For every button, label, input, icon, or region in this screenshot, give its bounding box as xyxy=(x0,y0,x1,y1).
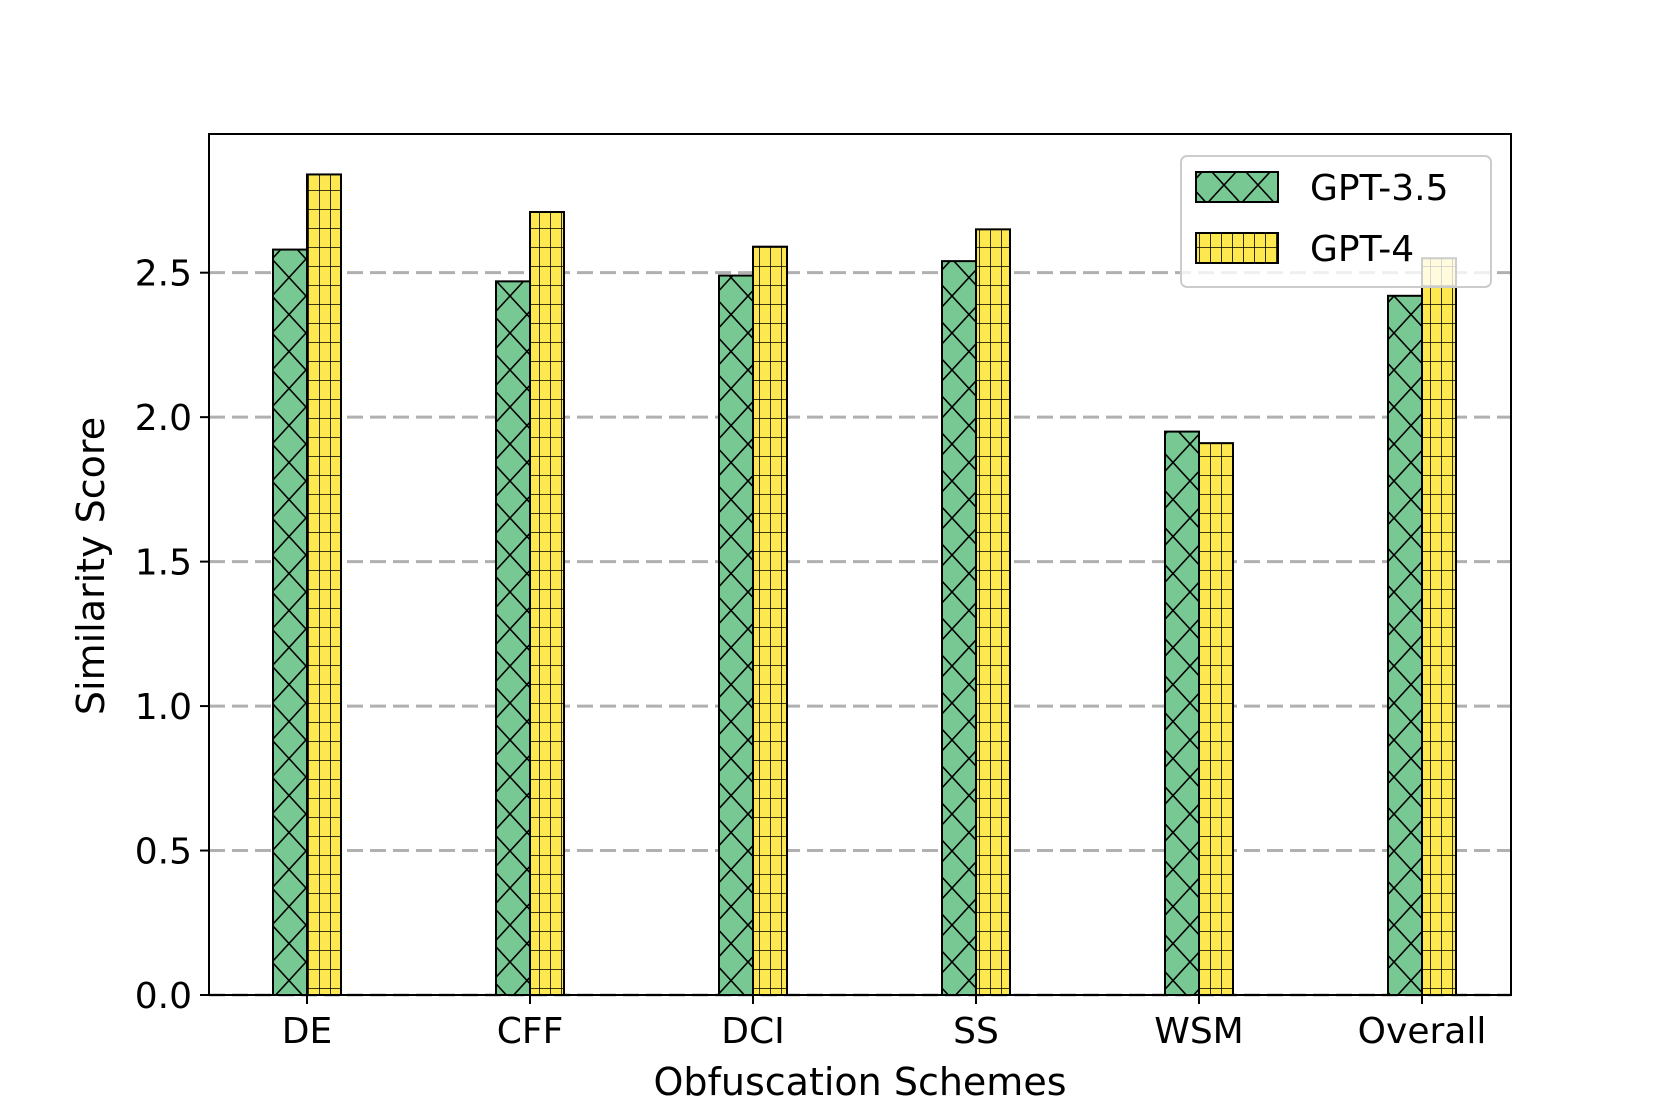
plot-area-frame xyxy=(208,133,1512,996)
y-axis: 0.0 0.5 1.0 1.5 2.0 2.5 xyxy=(135,254,209,1017)
bar-gpt-4-wsm xyxy=(1198,442,1234,996)
bar-gpt-3-5-wsm xyxy=(1164,430,1200,997)
bar-gpt-3-5-ss xyxy=(941,260,977,996)
gridlines xyxy=(209,271,1511,997)
x-tick-label: SS xyxy=(953,1011,999,1052)
x-tick-label: WSM xyxy=(1154,1011,1244,1052)
y-tick-label: 2.0 xyxy=(135,398,192,439)
x-axis-label: Obfuscation Schemes xyxy=(653,1060,1066,1104)
y-axis-label: Similarity Score xyxy=(69,417,113,715)
legend-label: GPT-3.5 xyxy=(1310,168,1449,209)
bar-gpt-4-de xyxy=(306,173,342,997)
legend-label: GPT-4 xyxy=(1310,229,1414,270)
legend: GPT-3.5 GPT-4 xyxy=(1180,155,1492,288)
legend-swatch-gpt-4 xyxy=(1195,232,1279,264)
legend-swatch-gpt-3-5 xyxy=(1195,171,1279,203)
x-tick-label: DCI xyxy=(721,1011,784,1052)
x-tick-label: CFF xyxy=(497,1011,564,1052)
bar-gpt-3-5-de xyxy=(272,248,308,996)
y-tick-label: 0.5 xyxy=(135,832,192,873)
y-tick-label: 0.0 xyxy=(135,976,192,1017)
bar-gpt-3-5-overall xyxy=(1387,294,1423,996)
y-tick-label: 1.5 xyxy=(135,543,192,584)
y-tick-label: 2.5 xyxy=(135,254,192,295)
bar-gpt-3-5-cff xyxy=(495,280,531,996)
x-tick-label: Overall xyxy=(1358,1011,1487,1052)
bar-gpt-4-overall xyxy=(1421,257,1457,996)
x-axis: DE CFF DCI SS WSM Overall xyxy=(282,995,1487,1052)
bar-gpt-3-5-dci xyxy=(718,274,754,996)
bars xyxy=(272,173,1457,997)
y-tick-label: 1.0 xyxy=(135,687,192,728)
x-tick-label: DE xyxy=(282,1011,332,1052)
bar-gpt-4-dci xyxy=(752,245,788,996)
bar-gpt-4-ss xyxy=(975,228,1011,996)
bar-gpt-4-cff xyxy=(529,211,565,996)
